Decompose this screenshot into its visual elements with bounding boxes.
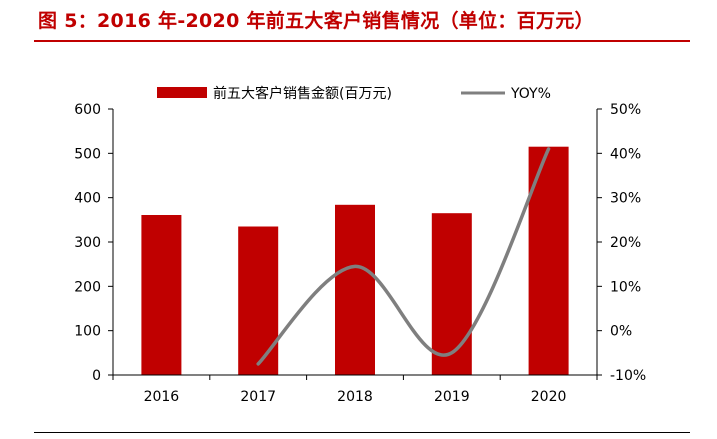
right-tick-label-3: 20% <box>610 235 641 251</box>
x-tick-label-2017: 2017 <box>240 389 276 405</box>
left-tick-label-200: 200 <box>74 279 101 295</box>
left-tick-label-300: 300 <box>74 235 101 251</box>
axes: 0 100 200 300 400 500 600 -10% 0% 10% 20% 30% 40% 50%… <box>74 102 646 405</box>
chart-title: 图 5：2016 年-2020 年前五大客户销售情况（单位：百万元） <box>38 10 594 32</box>
bar-series <box>141 146 569 375</box>
right-tick-label-4: 30% <box>610 191 641 207</box>
left-tick-label-100: 100 <box>74 324 101 340</box>
bar-2018 <box>335 204 375 375</box>
yoy-line <box>256 147 551 366</box>
bottom-rule <box>34 432 690 433</box>
left-tick-label-500: 500 <box>74 146 101 162</box>
bar-2016 <box>141 215 182 375</box>
right-tick-label-5: 40% <box>610 146 641 162</box>
title-underline <box>34 40 690 42</box>
legend-bar-label: 前五大客户销售金额(百万元) <box>213 85 392 102</box>
x-tick-label-2016: 2016 <box>144 389 180 405</box>
left-tick-label-600: 600 <box>74 102 101 118</box>
x-tick-label-2018: 2018 <box>337 389 373 405</box>
legend-line-label: YOY% <box>510 86 551 102</box>
left-tick-label-400: 400 <box>74 191 101 207</box>
legend: 前五大客户销售金额(百万元) YOY% <box>157 85 551 102</box>
right-tick-label-1: 0% <box>610 324 632 340</box>
right-tick-label-2: 10% <box>610 279 641 295</box>
x-tick-label-2020: 2020 <box>531 389 567 405</box>
x-tick-label-2019: 2019 <box>434 389 470 405</box>
right-tick-label-0: -10% <box>610 368 646 384</box>
right-tick-label-6: 50% <box>610 102 641 118</box>
bar-2017 <box>238 226 279 375</box>
legend-bar-swatch <box>157 87 207 98</box>
line-series <box>256 147 551 366</box>
bar-2019 <box>431 213 472 375</box>
left-tick-label-0: 0 <box>92 368 101 384</box>
